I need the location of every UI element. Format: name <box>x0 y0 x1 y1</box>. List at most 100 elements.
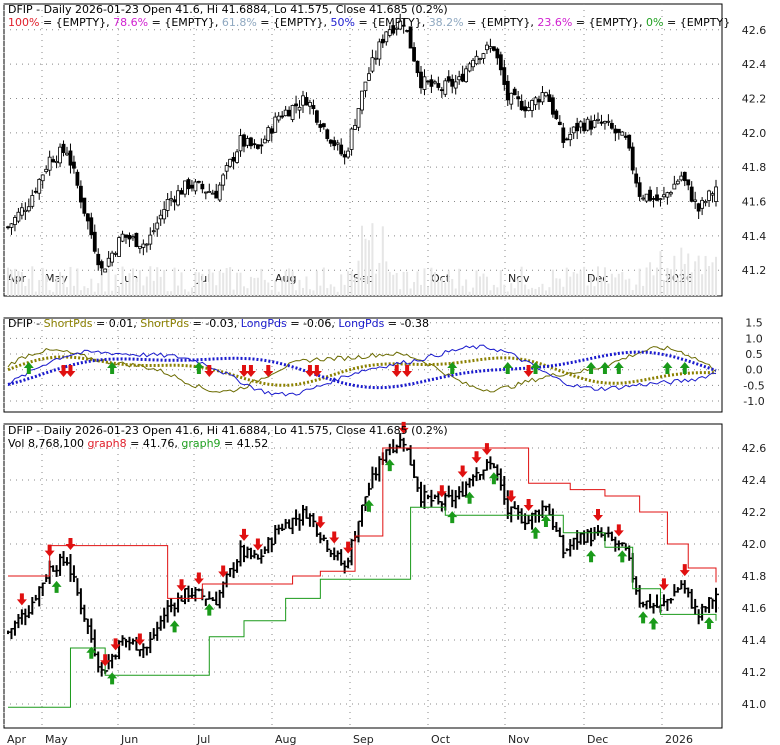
price-candle-body <box>478 58 482 60</box>
price-candle-body <box>308 102 312 107</box>
stop-panel-x-tick-label: Nov <box>508 733 530 745</box>
volume-bar <box>520 266 523 296</box>
volume-bar <box>270 289 273 296</box>
price-candle-body <box>33 190 38 193</box>
volume-bar <box>263 279 266 296</box>
volume-bar <box>607 283 610 296</box>
oscillator-sell-arrow <box>391 365 402 377</box>
graph9-line <box>8 506 717 708</box>
price-candle-body <box>89 217 94 236</box>
price-candle-body <box>106 257 111 267</box>
price-candle-body <box>509 92 514 105</box>
price-candle-body <box>596 118 600 121</box>
price-panel-x-tick-label: 2026 <box>665 272 693 285</box>
price-candle-body <box>436 83 441 88</box>
volume-bar <box>399 289 402 296</box>
stop-sell-arrow <box>457 465 468 478</box>
volume-bar <box>246 288 249 296</box>
stop-panel-y-tick-label: 41.8 <box>742 570 767 583</box>
oscillator-panel-y-tick-label: 0.0 <box>745 364 763 377</box>
stop-legend-part: graph8 <box>87 437 126 450</box>
price-panel-y-tick-label: 42.0 <box>742 127 767 140</box>
volume-bar <box>66 287 68 296</box>
stop-panel-x-tick-label: 2026 <box>665 733 693 745</box>
oscillator-panel-y-tick-label: 1.0 <box>745 332 763 345</box>
price-candle-body <box>30 195 35 207</box>
volume-bar <box>572 272 575 296</box>
oscillator-legend-part: ShortPds <box>44 317 93 330</box>
volume-bar <box>260 268 263 296</box>
shortpds-line-2 <box>7 355 716 387</box>
stop-sell-arrow <box>343 541 354 554</box>
price-panel-x-tick-label: Apr <box>7 272 27 285</box>
volume-bar <box>610 273 613 296</box>
volume-bar <box>593 286 596 296</box>
volume-bar <box>673 255 676 296</box>
oscillator-legend-part: = -0.06, <box>287 317 339 330</box>
volume-bar <box>548 287 551 296</box>
volume-bar <box>676 277 679 296</box>
price-candle-body <box>137 245 142 249</box>
stop-panel-x-tick-label: Jun <box>120 733 138 745</box>
volume-bar <box>256 277 259 296</box>
longpds-line-2 <box>7 350 717 390</box>
volume-bar <box>701 274 704 296</box>
stop-buy-arrow <box>169 620 180 633</box>
volume-bar <box>13 268 16 296</box>
price-candle-body <box>304 97 309 106</box>
fib-level-label: 23.6% <box>537 16 572 29</box>
volume-bar <box>131 268 134 296</box>
price-candle-body <box>641 197 646 200</box>
price-candle-body <box>498 54 503 71</box>
volume-bar <box>180 272 183 296</box>
oscillator-legend-part: DFIP - <box>8 317 44 330</box>
fib-level-label: 78.6% <box>113 16 148 29</box>
fib-level-label: 100% <box>8 16 39 29</box>
oscillator-buy-arrow <box>447 362 458 374</box>
price-candle-body <box>113 252 118 255</box>
price-candle-body <box>408 26 413 49</box>
volume-bar <box>72 285 75 296</box>
stop-buy-arrow <box>107 672 118 685</box>
price-candle-body <box>78 185 83 203</box>
volume-bar <box>52 291 55 296</box>
volume-bar <box>409 288 412 296</box>
price-panel-y-tick-label: 42.4 <box>742 58 767 71</box>
fib-level-value: = {EMPTY}, <box>148 16 222 29</box>
volume-bar <box>367 240 370 296</box>
stop-sell-arrow <box>176 579 187 592</box>
price-candle-body <box>335 142 340 145</box>
stop-buy-arrow <box>384 459 395 472</box>
price-candle-body <box>183 180 187 195</box>
stop-sell-arrow <box>239 528 249 541</box>
volume-bar <box>41 267 44 296</box>
volume-bar <box>222 272 225 296</box>
stop-legend-part: = 41.76, <box>127 437 182 450</box>
oscillator-sell-arrow <box>245 365 256 377</box>
volume-bar <box>513 288 516 296</box>
price-candle-body <box>370 57 375 72</box>
volume-bar <box>135 278 138 296</box>
stop-sell-arrow <box>679 564 690 577</box>
price-candle-body <box>662 194 666 198</box>
price-candle-body <box>686 179 691 186</box>
stop-sell-arrow <box>252 538 263 551</box>
price-candle-body <box>394 27 399 30</box>
stop-sell-arrow <box>398 421 409 434</box>
longpds-line-1 <box>7 344 717 397</box>
stop-panel-y-tick-label: 41.6 <box>742 602 767 615</box>
volume-bar <box>93 291 96 296</box>
price-candle-body <box>235 151 239 163</box>
price-candle-body <box>172 199 177 203</box>
volume-bar <box>121 266 124 296</box>
volume-bar <box>329 284 332 296</box>
oscillator-sell-arrow <box>311 365 322 377</box>
fib-level-value: = {EMPTY}, <box>355 16 429 29</box>
stop-sell-arrow <box>471 451 482 464</box>
volume-bar <box>371 223 374 296</box>
volume-bar <box>184 289 186 296</box>
stop-sell-arrow <box>315 516 326 529</box>
price-panel-x-tick-label: Sep <box>353 272 374 285</box>
volume-bar <box>267 282 270 296</box>
volume-bar <box>340 274 343 296</box>
